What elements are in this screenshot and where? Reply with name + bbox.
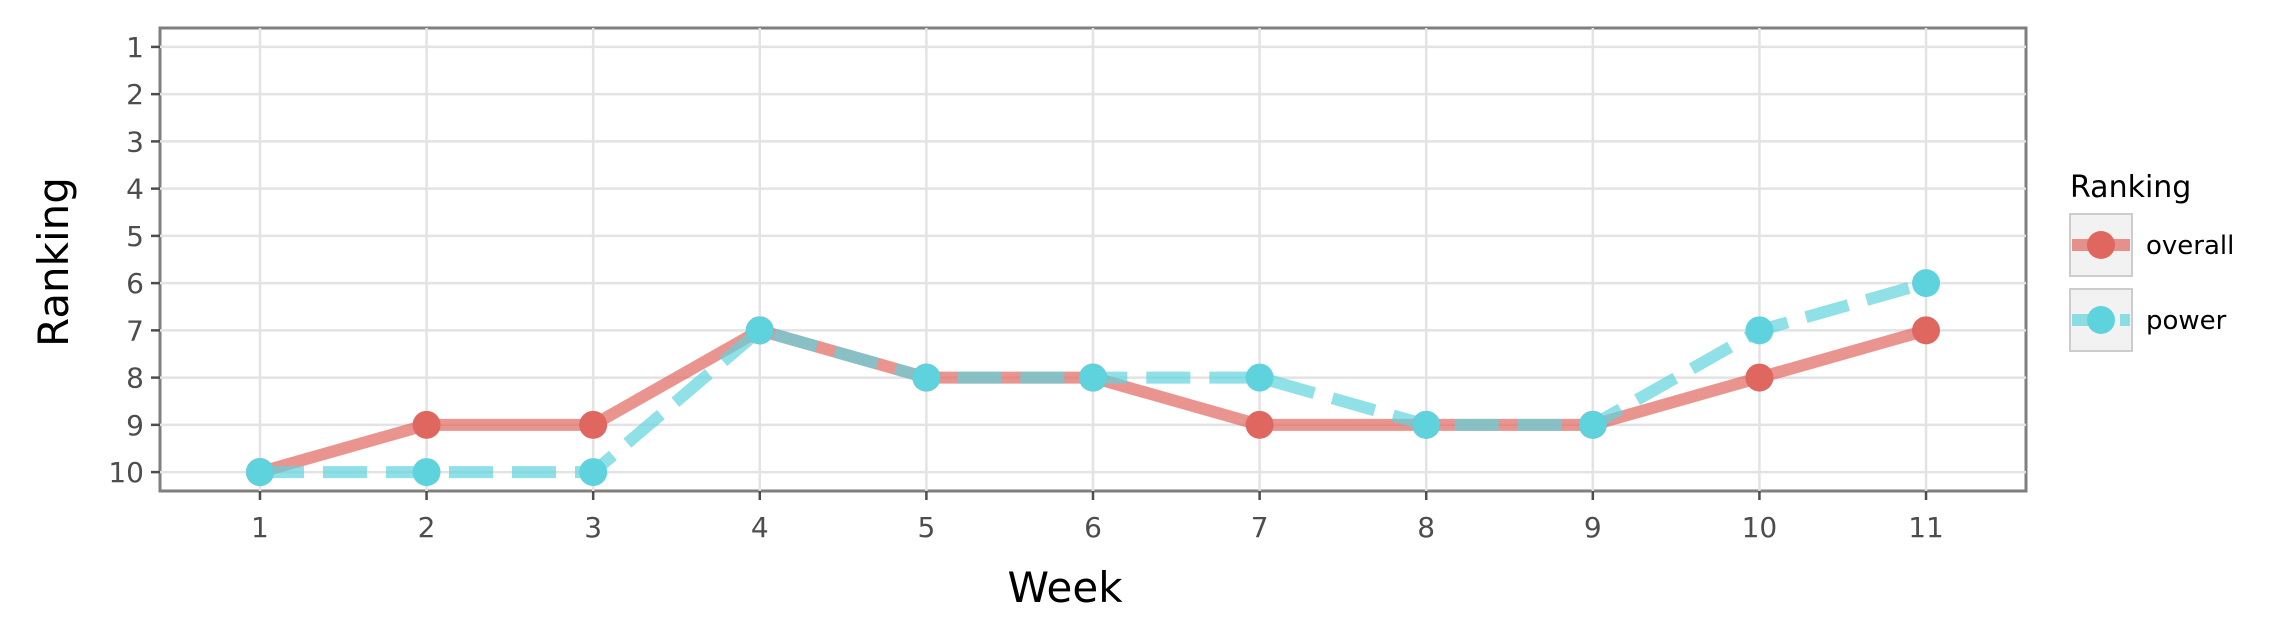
x-tick-label: 2	[418, 511, 436, 544]
data-point-power	[1245, 363, 1274, 392]
y-axis: 1 2 3 4 5 6 7 8 9 10	[108, 31, 160, 489]
data-point-power	[579, 458, 608, 487]
data-point-power	[1912, 269, 1941, 298]
legend-label: overall	[2146, 231, 2234, 261]
y-tick-label: 2	[126, 78, 144, 111]
x-axis: 1 2 3 4 5 6 7 8 9 10 11	[251, 491, 1944, 544]
data-point-overall	[1745, 363, 1774, 392]
x-tick-label: 7	[1251, 511, 1269, 544]
x-tick-label: 11	[1908, 511, 1944, 544]
y-tick-label: 7	[126, 314, 144, 347]
y-tick-label: 4	[126, 173, 144, 206]
legend-item-overall: overall	[2069, 213, 2234, 277]
x-tick-label: 9	[1584, 511, 1602, 544]
x-tick-label: 6	[1084, 511, 1102, 544]
y-tick-label: 6	[126, 267, 144, 300]
y-tick-label: 9	[126, 409, 144, 442]
legend: Ranking overall power	[2069, 170, 2234, 352]
x-axis-title: Week	[1007, 563, 1123, 612]
x-tick-label: 4	[751, 511, 769, 544]
x-tick-label: 5	[917, 511, 935, 544]
data-point-power	[1079, 363, 1107, 392]
series-layer	[245, 269, 1941, 487]
data-point-power	[1578, 410, 1607, 439]
y-axis-title: Ranking	[29, 177, 78, 347]
y-tick-label: 10	[108, 456, 144, 489]
data-point-overall	[412, 410, 441, 439]
legend-key-point	[2087, 231, 2115, 259]
data-point-power	[1412, 410, 1441, 439]
data-point-power	[412, 458, 441, 487]
x-tick-label: 1	[251, 511, 269, 544]
y-tick-label: 8	[126, 362, 144, 395]
series-points	[245, 269, 1941, 487]
x-tick-label: 10	[1742, 511, 1778, 544]
x-tick-label: 3	[584, 511, 602, 544]
x-tick-label: 8	[1417, 511, 1435, 544]
data-point-overall	[1245, 410, 1274, 439]
y-tick-label: 1	[126, 31, 144, 64]
data-point-overall	[1912, 316, 1941, 345]
data-point-power	[912, 363, 941, 392]
legend-key-point	[2087, 306, 2115, 334]
legend-label: power	[2146, 306, 2227, 336]
data-point-power	[245, 458, 274, 487]
legend-title: Ranking	[2070, 170, 2191, 205]
data-point-overall	[579, 410, 608, 439]
y-tick-label: 5	[126, 220, 144, 253]
legend-items: overall power	[2069, 213, 2234, 352]
legend-item-power: power	[2069, 288, 2227, 352]
data-point-power	[1745, 316, 1774, 345]
data-point-power	[745, 316, 774, 345]
y-tick-label: 3	[126, 125, 144, 158]
